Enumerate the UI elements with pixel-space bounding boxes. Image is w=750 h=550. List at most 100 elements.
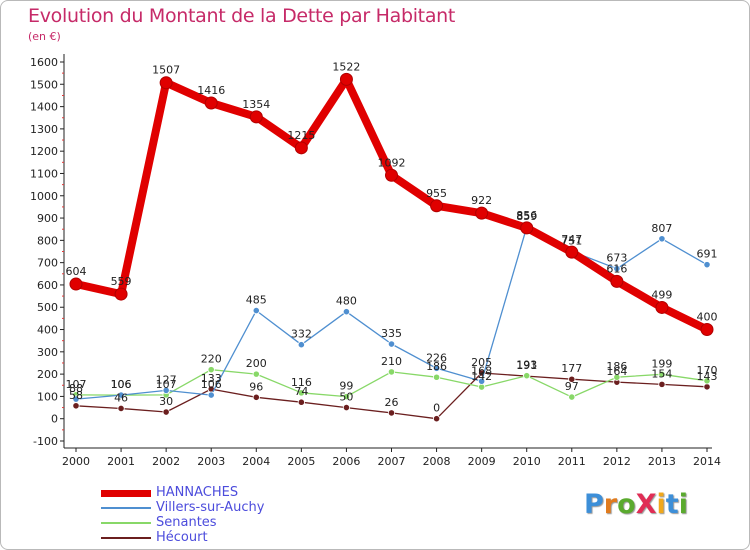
data-label: 88 — [69, 382, 83, 395]
data-point — [297, 341, 305, 349]
data-label: 186 — [426, 360, 447, 373]
data-point — [520, 221, 534, 235]
x-tick-label: 2011 — [558, 455, 586, 468]
data-point — [658, 380, 666, 388]
data-label: 604 — [66, 265, 87, 278]
y-tick-label: 300 — [37, 346, 58, 359]
data-point — [297, 398, 305, 406]
data-point — [387, 409, 396, 417]
data-point — [114, 287, 128, 301]
data-label: 99 — [339, 380, 353, 393]
x-tick-label: 2010 — [513, 455, 541, 468]
legend-label: Senantes — [156, 515, 217, 530]
data-label: 116 — [291, 376, 312, 389]
data-point — [207, 366, 215, 374]
data-label: 691 — [697, 248, 718, 261]
data-point — [655, 300, 669, 314]
logo-letter: o — [617, 489, 636, 520]
y-tick-label: 600 — [37, 279, 58, 292]
x-tick-label: 2002 — [152, 455, 180, 468]
data-label: 499 — [651, 288, 672, 301]
data-label: 58 — [69, 389, 83, 402]
data-label: 50 — [339, 391, 353, 404]
data-point — [385, 168, 398, 182]
data-label: 0 — [433, 402, 440, 415]
data-point — [432, 415, 441, 423]
data-label: 335 — [381, 327, 402, 340]
y-tick-label: 1100 — [30, 167, 58, 180]
logo-letter: t — [665, 489, 679, 520]
data-label: 30 — [159, 395, 173, 408]
data-point — [613, 373, 621, 381]
data-label: 193 — [516, 359, 537, 372]
x-tick-label: 2004 — [242, 455, 270, 468]
series-line-hannaches — [72, 75, 711, 334]
data-label: 480 — [336, 295, 357, 308]
data-point — [252, 306, 260, 315]
data-label: 1416 — [197, 84, 225, 97]
data-point — [159, 76, 173, 90]
data-label: 400 — [697, 311, 718, 324]
data-point — [565, 245, 579, 259]
logo-letter: r — [603, 489, 618, 520]
data-point — [297, 389, 305, 397]
y-tick-label: 100 — [37, 390, 58, 403]
data-point — [523, 372, 531, 380]
data-label: 199 — [651, 357, 672, 370]
data-point — [703, 377, 711, 385]
data-label: 559 — [111, 275, 132, 288]
y-tick-label: 1400 — [30, 101, 58, 114]
data-point — [294, 141, 308, 155]
data-point — [69, 277, 83, 291]
data-point — [207, 391, 215, 399]
logo-letter: P — [584, 489, 604, 520]
data-point — [703, 383, 711, 391]
data-label: 1354 — [242, 98, 270, 111]
legend-label: HANNACHES — [156, 485, 239, 500]
x-tick-label: 2008 — [423, 455, 451, 468]
x-tick-label: 2003 — [197, 455, 225, 468]
data-point — [162, 408, 170, 416]
data-point — [162, 386, 170, 394]
legend-swatch — [101, 522, 151, 524]
data-point — [432, 373, 441, 381]
x-tick-label: 2006 — [332, 455, 360, 468]
data-label: 205 — [471, 356, 492, 369]
data-label: 1522 — [332, 60, 360, 73]
y-tick-label: -100 — [33, 435, 58, 448]
data-point — [478, 377, 486, 385]
data-point — [658, 235, 666, 243]
data-point — [249, 110, 263, 124]
data-point — [342, 308, 351, 316]
logo-letter: i — [678, 489, 688, 520]
data-point — [117, 404, 125, 413]
x-tick-label: 2005 — [287, 455, 315, 468]
data-label: 164 — [606, 365, 627, 378]
y-tick-label: 1300 — [30, 123, 58, 136]
data-label: 616 — [606, 262, 627, 275]
data-point — [387, 368, 396, 376]
y-tick-label: 700 — [37, 257, 58, 270]
data-point — [72, 402, 80, 410]
legend-swatch — [101, 537, 151, 539]
data-label: 106 — [111, 378, 132, 391]
data-point — [342, 393, 351, 401]
y-tick-label: 900 — [37, 212, 58, 225]
data-label: 332 — [291, 328, 312, 341]
data-label: 127 — [156, 373, 177, 386]
data-label: 673 — [606, 252, 627, 265]
data-point — [700, 323, 714, 337]
data-point — [342, 403, 351, 412]
data-label: 74 — [294, 385, 308, 398]
legend-label: Villers-sur-Auchy — [156, 500, 265, 515]
data-point — [430, 199, 444, 213]
x-tick-label: 2001 — [107, 455, 135, 468]
data-point — [117, 391, 125, 399]
data-label: 177 — [561, 362, 582, 375]
data-label: 1092 — [378, 156, 406, 169]
data-label: 922 — [471, 194, 492, 207]
data-point — [72, 395, 80, 403]
x-tick-label: 2000 — [62, 455, 90, 468]
